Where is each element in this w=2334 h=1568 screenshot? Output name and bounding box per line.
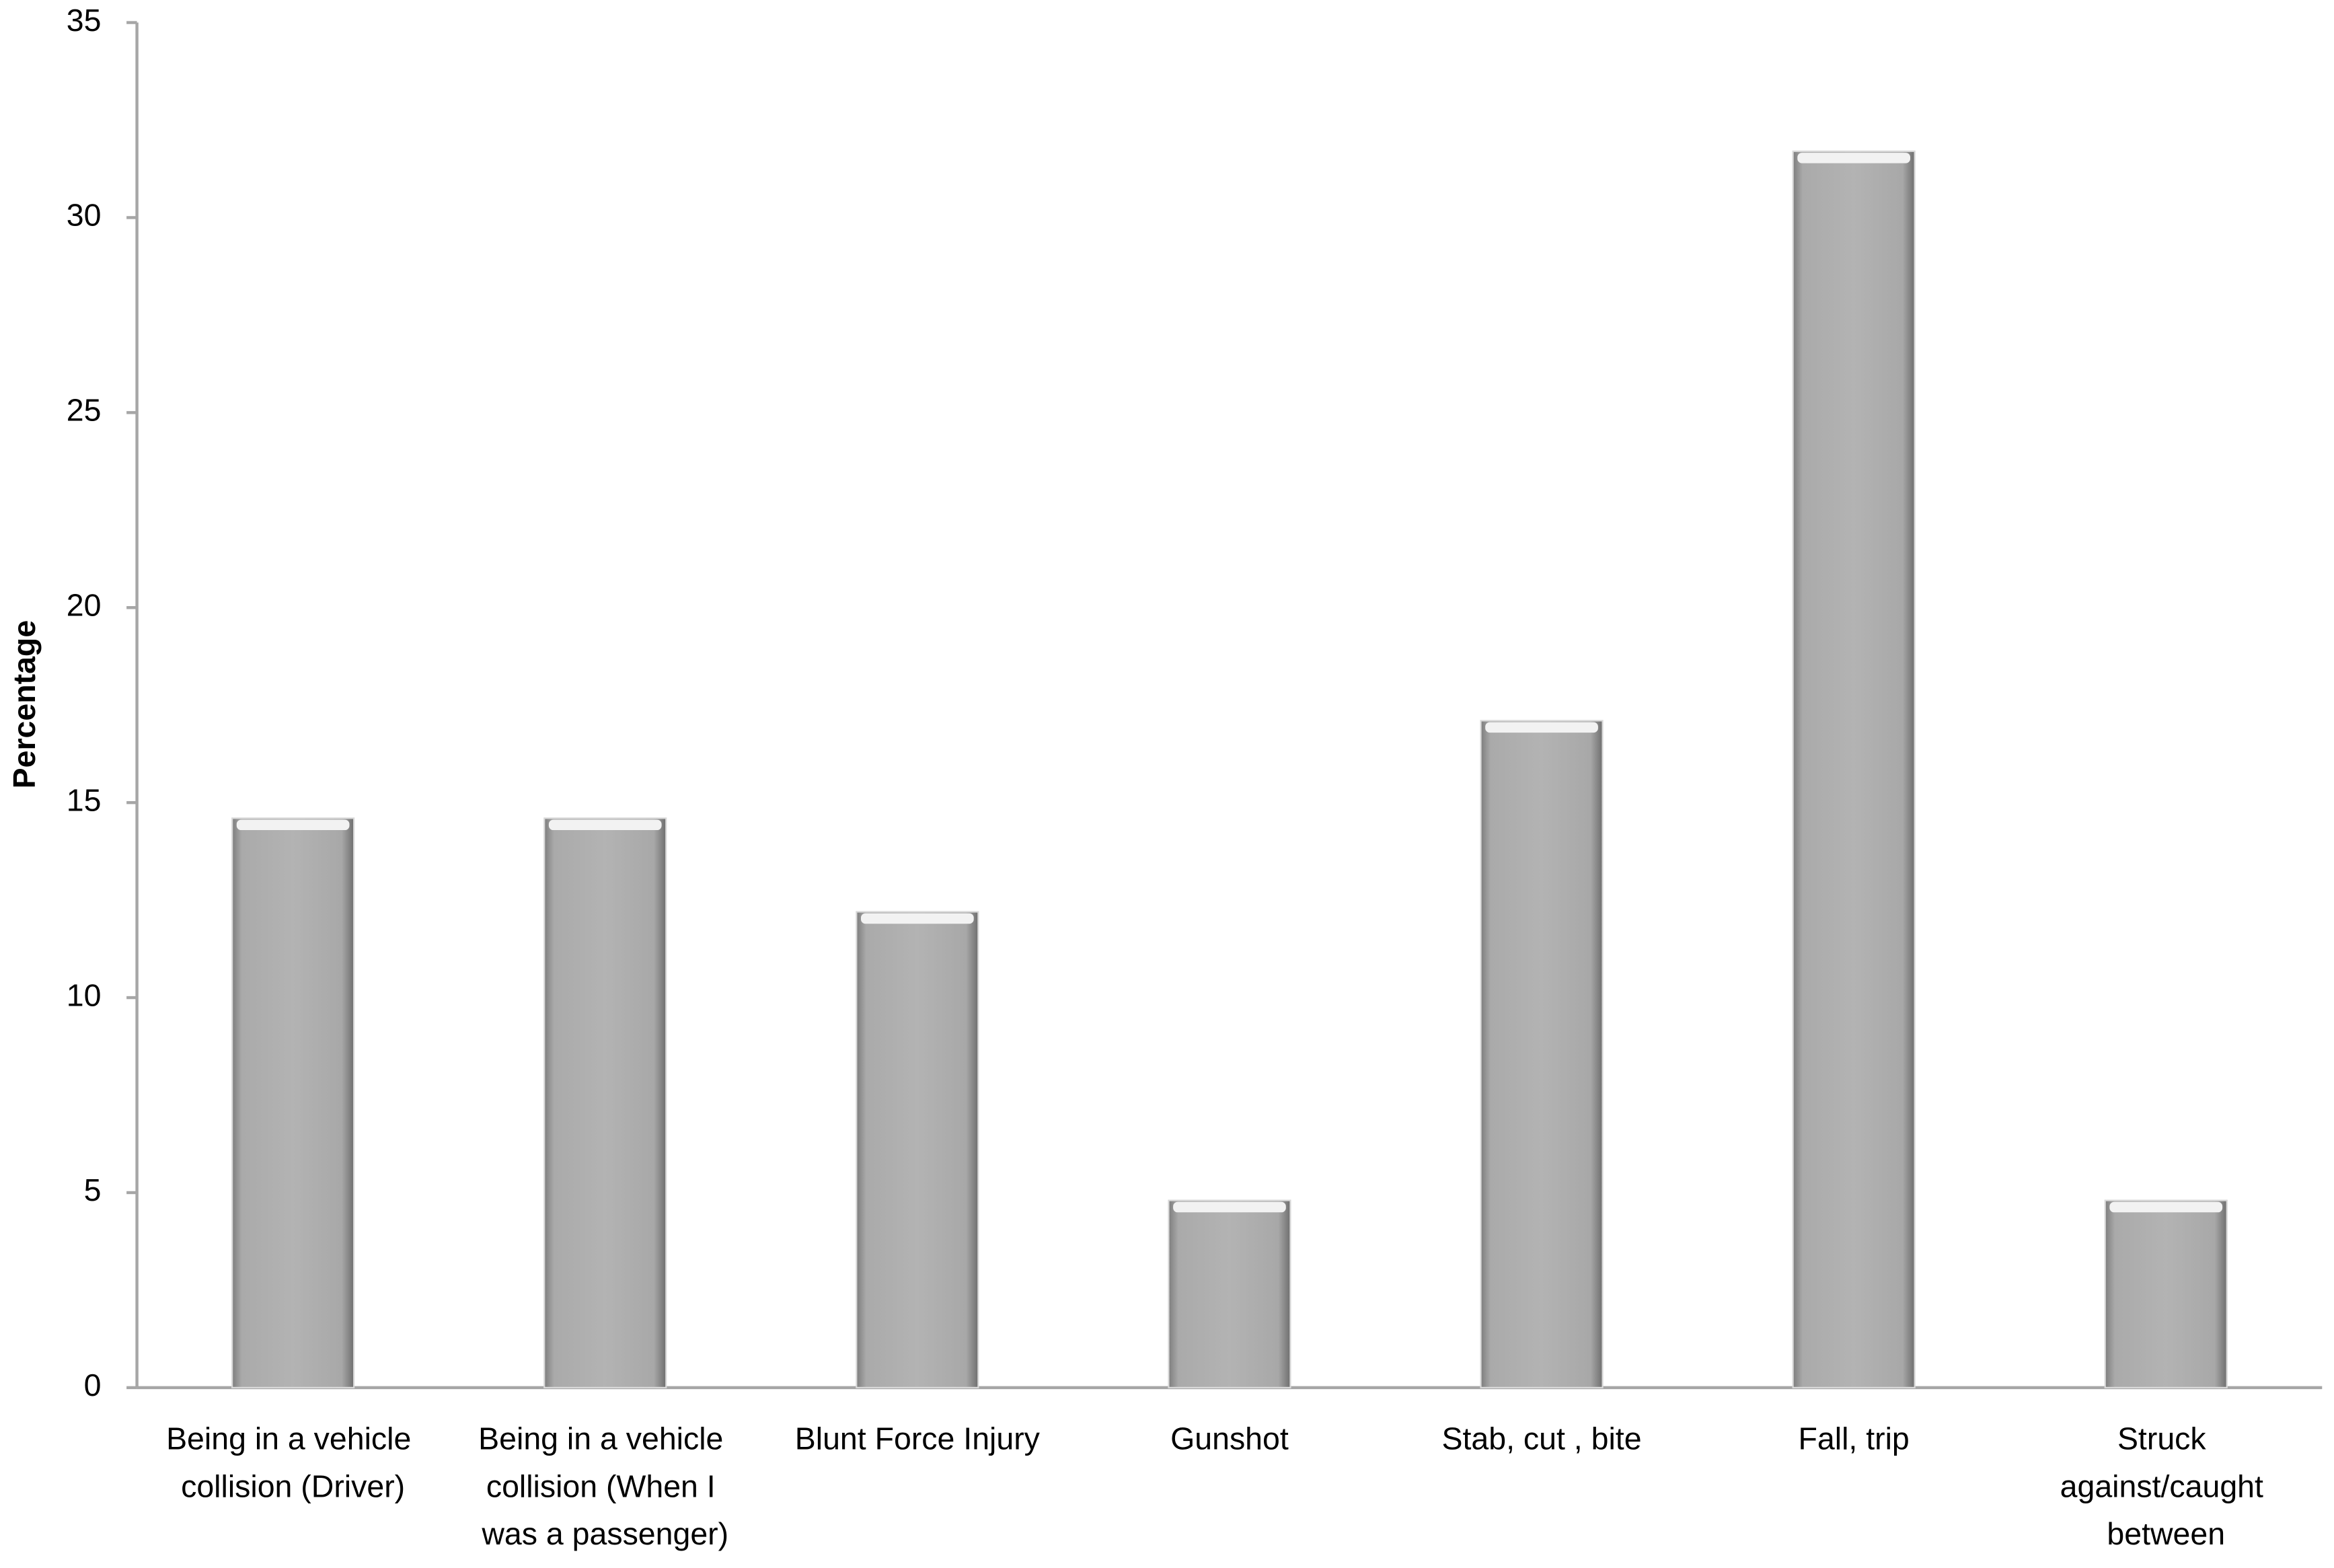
x-tick-label: Blunt Force Injury: [795, 1421, 1041, 1456]
bar-highlight: [1485, 722, 1598, 733]
bar-highlight: [1173, 1201, 1286, 1213]
x-tick-label: Being in a vehicle collision (When I was…: [478, 1421, 732, 1552]
y-tick-label: 35: [67, 3, 102, 38]
y-tick-label: 0: [84, 1368, 102, 1403]
y-tick-label: 25: [67, 393, 102, 428]
y-tick-label: 15: [67, 782, 102, 817]
x-tick-label: Struck against/caught between: [2060, 1421, 2272, 1552]
bar-highlight: [860, 913, 974, 924]
y-tick-label: 5: [84, 1172, 102, 1207]
bar: [856, 911, 979, 1388]
bar: [1168, 1199, 1291, 1388]
bar: [543, 817, 667, 1388]
y-axis-title: Percentage: [7, 620, 42, 789]
bar-highlight: [1797, 153, 1911, 163]
x-tick-label: Fall, trip: [1799, 1421, 1910, 1456]
bar: [1480, 720, 1604, 1388]
x-tick-label: Gunshot: [1170, 1421, 1289, 1456]
y-tick-label: 30: [67, 198, 102, 233]
bar-highlight: [548, 819, 662, 831]
bar: [231, 817, 355, 1388]
x-tick-label: Being in a vehicle collision (Driver): [166, 1421, 420, 1504]
bar-highlight: [236, 819, 350, 831]
bar: [1792, 150, 1916, 1388]
x-tick-label: Stab, cut , bite: [1442, 1421, 1642, 1456]
y-tick-label: 10: [67, 977, 102, 1012]
bar: [2104, 1199, 2228, 1388]
bar-highlight: [2109, 1201, 2223, 1213]
y-tick-label: 20: [67, 588, 102, 623]
